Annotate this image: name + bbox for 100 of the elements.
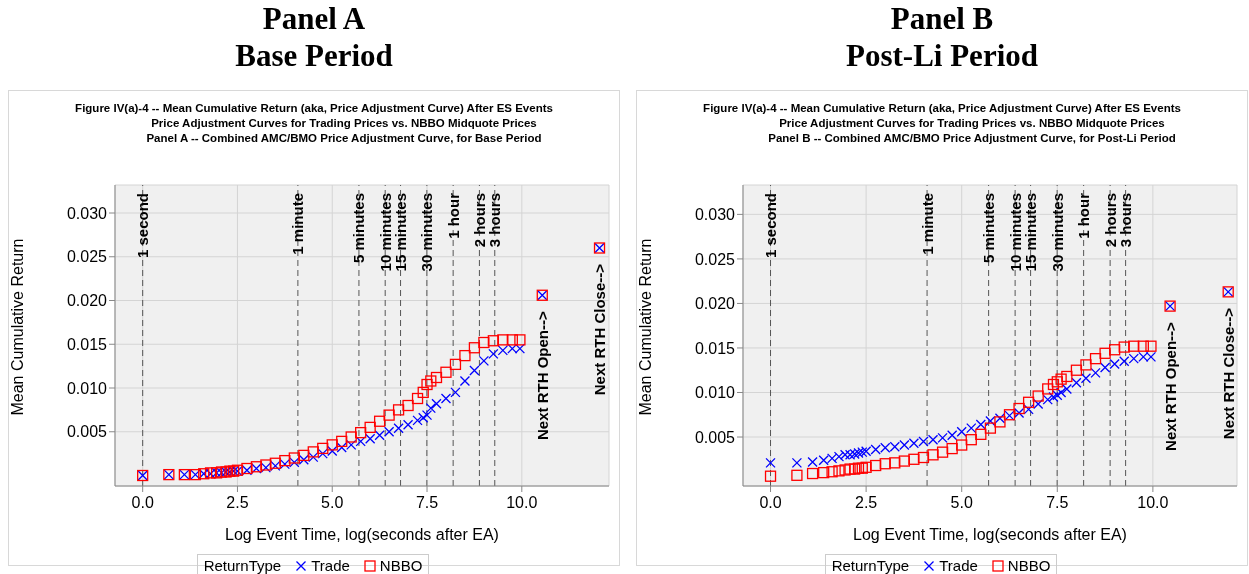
point [418,412,429,423]
ref-line-label: 5 minutes [980,193,998,264]
y-tick-label: 0.005 [694,428,736,446]
chart-title: Panel B [889,0,995,37]
x-tick-label: 5.0 [321,494,344,511]
point [852,462,865,474]
point [1023,404,1034,415]
point [917,451,930,464]
annotation: Next RTH Open--> [1161,321,1179,451]
point [317,442,329,455]
point [889,457,901,469]
point [469,365,480,376]
point [1128,340,1140,352]
point [956,439,968,451]
point [839,464,851,476]
point [1013,402,1025,415]
point [870,459,882,472]
ref-line-label: 1 second [762,193,780,259]
point [1080,359,1092,371]
point [430,371,443,384]
point [1052,390,1063,401]
point [826,466,838,478]
point [288,452,300,464]
y-tick-label: 0.030 [694,206,736,224]
ref-line-label: 5 minutes [350,193,368,264]
point [1048,391,1059,403]
x-tick-label: 7.5 [415,494,439,511]
annotation: Next RTH Close--> [591,263,609,396]
point [764,470,777,482]
y-tick-label: 0.020 [66,292,108,310]
point [1089,353,1102,365]
ref-line-label: 1 hour [1075,192,1093,239]
ref-line-label: 30 minutes [1048,193,1066,272]
point [506,334,518,346]
text: Figure IV(a)-4 -- Mean Cumulative Return (aka, Price Adjustment Curve) After ES Events [702,101,1182,116]
ref-line-label: 1 hour [444,192,462,239]
point [833,465,845,477]
point [393,423,404,434]
annotation: Next RTH Open--> [533,311,551,441]
point [373,415,386,427]
point [1055,373,1067,385]
point [791,457,803,468]
point [488,348,499,360]
text: Price Adjustment Curves for Trading Prices vs. NBBO Midquote Prices [778,116,1166,131]
legend-label: Trade [311,557,350,574]
point [402,419,414,430]
point [1055,387,1067,398]
y-tick-label: 0.010 [694,384,736,402]
text: Price Adjustment Curves for Trading Prices vs. NBBO Midquote Prices [150,116,538,131]
x-tick-label: 0.0 [759,494,782,511]
point [383,426,395,437]
point [383,409,395,421]
point [765,457,776,468]
text: Panel B -- Combined AMC/BMO Price Adjustment Curve, for Post-Li Period [767,131,1177,146]
point [355,426,367,439]
point [459,349,471,362]
point [421,378,433,391]
y-tick-label: 0.025 [694,250,736,268]
x-tick-label: 0.0 [131,494,154,511]
y-axis-title: Mean Cumulative Return [8,238,26,416]
ref-line-label: 15 minutes [1022,193,1040,272]
point [478,336,490,349]
y-tick-label: 0.015 [66,335,108,353]
ref-line-label: 15 minutes [392,193,410,272]
ref-line-label: 3 hours [1117,193,1135,248]
point [345,431,357,443]
point [966,422,977,434]
point [425,402,436,414]
point [1080,373,1092,384]
point [336,435,348,448]
point [412,415,423,426]
point [450,387,461,398]
point [440,366,452,378]
point [431,398,442,409]
point [392,404,405,416]
y-tick-label: 0.005 [66,423,108,441]
ref-line-label: 2 hours [470,193,488,248]
point [1137,340,1149,352]
point [417,386,429,399]
point [1042,383,1054,395]
text: Panel A -- Combined AMC/BMO Price Adjustment Curve, for Base Period [145,131,543,146]
point [1061,370,1073,383]
point [1090,367,1101,379]
ref-line-label: 10 minutes [376,193,394,272]
point [1051,376,1063,388]
y-axis-title: Mean Cumulative Return [636,238,654,416]
point [844,463,856,475]
x-tick-label: 10.0 [1137,494,1169,511]
point [421,409,433,421]
y-tick-label: 0.020 [694,295,736,313]
point [791,469,803,481]
point [1118,341,1130,353]
point [468,342,481,354]
point [956,426,967,437]
legend-label: NBBO [1007,557,1051,574]
point [1099,362,1111,373]
point [1109,344,1121,356]
chart-subtitle: Post-Li Period [845,37,1039,74]
ref-line-label: 30 minutes [418,193,436,272]
point [1033,398,1044,410]
